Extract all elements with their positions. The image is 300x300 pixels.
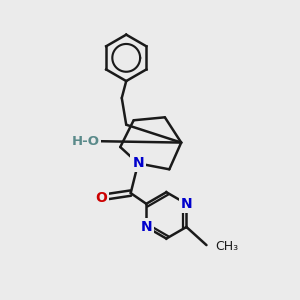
Text: N: N bbox=[132, 156, 144, 170]
Text: CH₃: CH₃ bbox=[215, 240, 238, 253]
Text: O: O bbox=[95, 190, 107, 205]
Text: N: N bbox=[140, 220, 152, 234]
Text: H-O: H-O bbox=[72, 135, 100, 148]
Text: N: N bbox=[181, 197, 192, 211]
